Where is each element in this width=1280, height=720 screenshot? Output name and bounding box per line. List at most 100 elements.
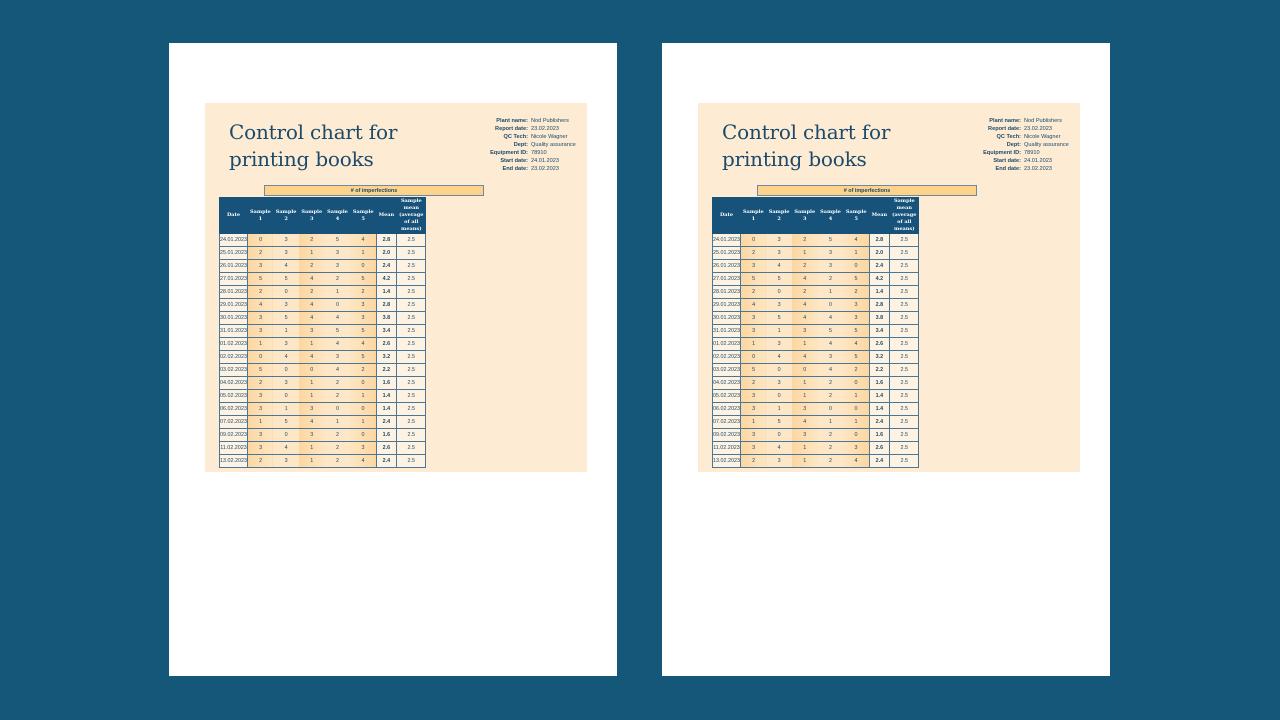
sample-3-cell: 1 — [791, 389, 818, 403]
sample-2-cell: 5 — [766, 311, 792, 325]
sample-4-cell: 5 — [324, 233, 351, 247]
table-row: 27.01.2023 5 5 4 2 5 4.2 2.5 — [712, 272, 920, 286]
meta-label: Start date: — [500, 158, 528, 164]
sample-3-cell: 1 — [298, 376, 325, 390]
meta-label: End date: — [995, 166, 1021, 172]
mean-cell: 2.2 — [375, 363, 398, 377]
sample-1-cell: 3 — [247, 441, 274, 455]
mean-cell: 1.4 — [868, 285, 891, 299]
sample-5-cell: 1 — [843, 415, 870, 429]
sample-mean-cell: 2.5 — [396, 441, 427, 455]
group-header: # of imperfections — [264, 185, 484, 196]
sample-3-cell: 4 — [298, 311, 325, 325]
sample-mean-cell: 2.5 — [889, 337, 920, 351]
sample-2-cell: 0 — [766, 363, 792, 377]
sample-3-cell: 4 — [791, 415, 818, 429]
sample-3-cell: 4 — [791, 350, 818, 364]
sample-3-cell: 1 — [298, 389, 325, 403]
sample-3-cell: 3 — [298, 324, 325, 338]
sample-3-cell: 2 — [298, 259, 325, 273]
sample-2-cell: 4 — [273, 441, 299, 455]
sample-5-cell: 1 — [843, 389, 870, 403]
mean-cell: 1.6 — [868, 428, 891, 442]
sample-5-cell: 3 — [843, 298, 870, 312]
sample-1-cell: 3 — [247, 402, 274, 416]
date-cell: 28.01.2023 — [219, 285, 248, 299]
sample-mean-cell: 2.5 — [396, 324, 427, 338]
sample-1-cell: 5 — [740, 363, 767, 377]
sample-5-cell: 0 — [843, 376, 870, 390]
table-row: 24.01.2023 0 3 2 5 4 2.8 2.5 — [712, 233, 920, 247]
sample-5-cell: 5 — [843, 272, 870, 286]
sample-4-cell: 1 — [324, 415, 351, 429]
sample-4-cell: 4 — [324, 337, 351, 351]
sample-mean-cell: 2.5 — [889, 441, 920, 455]
sample-1-cell: 0 — [247, 233, 274, 247]
meta-label: End date: — [502, 166, 528, 172]
sample-2-cell: 4 — [766, 350, 792, 364]
sample-2-cell: 3 — [273, 246, 299, 260]
date-cell: 01.02.2023 — [219, 337, 248, 351]
mean-cell: 3.4 — [868, 324, 891, 338]
mean-cell: 3.8 — [868, 311, 891, 325]
sample-1-cell: 4 — [740, 298, 767, 312]
meta-value: 24.01.2023 — [1024, 158, 1052, 164]
header-mean: Mean — [375, 197, 398, 234]
sample-5-cell: 0 — [843, 428, 870, 442]
sample-3-cell: 4 — [791, 298, 818, 312]
mean-cell: 1.4 — [868, 402, 891, 416]
sample-4-cell: 0 — [817, 402, 844, 416]
date-cell: 31.01.2023 — [219, 324, 248, 338]
meta-value: 78910 — [531, 150, 547, 156]
meta-label: Start date: — [993, 158, 1021, 164]
date-cell: 26.01.2023 — [219, 259, 248, 273]
sample-5-cell: 0 — [350, 402, 377, 416]
date-cell: 13.02.2023 — [712, 454, 741, 468]
sample-5-cell: 4 — [350, 337, 377, 351]
sample-1-cell: 3 — [740, 324, 767, 338]
meta-row: Plant name: Nod Publishers — [966, 117, 1069, 125]
date-cell: 31.01.2023 — [712, 324, 741, 338]
sample-mean-cell: 2.5 — [889, 402, 920, 416]
date-cell: 05.02.2023 — [712, 389, 741, 403]
meta-row: Start date: 24.01.2023 — [966, 157, 1069, 165]
sample-mean-cell: 2.5 — [396, 376, 427, 390]
date-cell: 25.01.2023 — [219, 246, 248, 260]
table-row: 03.02.2023 5 0 0 4 2 2.2 2.5 — [712, 363, 920, 377]
meta-label: QC Tech: — [996, 134, 1021, 140]
sample-mean-cell: 2.5 — [396, 454, 427, 468]
mean-cell: 2.6 — [375, 441, 398, 455]
meta-row: Equipment ID: 78910 — [473, 149, 576, 157]
sample-mean-cell: 2.5 — [889, 376, 920, 390]
sample-5-cell: 3 — [350, 298, 377, 312]
sample-4-cell: 2 — [817, 272, 844, 286]
header-sample-5: Sample 5 — [842, 197, 870, 234]
sample-2-cell: 4 — [766, 441, 792, 455]
sample-4-cell: 2 — [324, 428, 351, 442]
sample-mean-cell: 2.5 — [889, 311, 920, 325]
mean-cell: 2.6 — [375, 337, 398, 351]
sample-3-cell: 4 — [791, 272, 818, 286]
sample-2-cell: 3 — [766, 454, 792, 468]
sample-2-cell: 3 — [273, 337, 299, 351]
table-row: 25.01.2023 2 3 1 3 1 2.0 2.5 — [712, 246, 920, 260]
table-row: 11.02.2023 3 4 1 2 3 2.6 2.5 — [219, 441, 427, 455]
meta-label: Dept: — [1006, 142, 1021, 148]
meta-label: QC Tech: — [503, 134, 528, 140]
sample-mean-cell: 2.5 — [396, 402, 427, 416]
sample-4-cell: 3 — [324, 350, 351, 364]
sample-1-cell: 1 — [740, 415, 767, 429]
mean-cell: 2.8 — [375, 233, 398, 247]
date-cell: 29.01.2023 — [219, 298, 248, 312]
sample-5-cell: 2 — [350, 363, 377, 377]
sample-2-cell: 0 — [273, 363, 299, 377]
meta-label: Equipment ID: — [490, 150, 528, 156]
imperfections-table: Date Sample 1 Sample 2 Sample 3 Sample 4 Samp… — [712, 197, 920, 468]
sample-2-cell: 3 — [273, 233, 299, 247]
meta-value: Quality assurance — [531, 142, 576, 148]
sample-5-cell: 4 — [843, 233, 870, 247]
table-row: 06.02.2023 3 1 3 0 0 1.4 2.5 — [712, 402, 920, 416]
meta-row: Report date: 23.02.2023 — [473, 125, 576, 133]
sample-4-cell: 4 — [817, 337, 844, 351]
sample-mean-cell: 2.5 — [889, 259, 920, 273]
